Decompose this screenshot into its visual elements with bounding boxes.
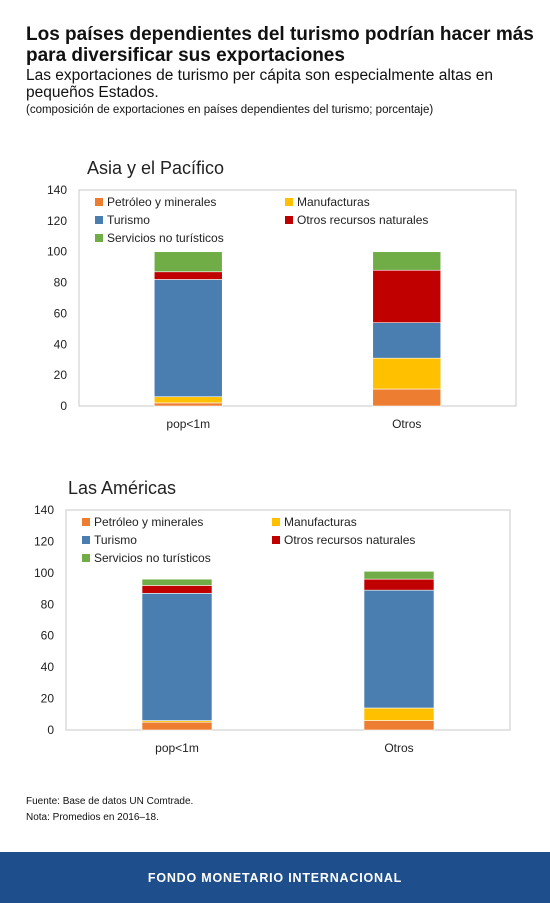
bar-segment xyxy=(363,578,435,591)
y-tick-label: 0 xyxy=(47,723,54,737)
legend-label: Turismo xyxy=(94,533,137,547)
y-tick-label: 100 xyxy=(34,566,54,580)
y-tick-label: 40 xyxy=(41,660,55,674)
y-tick-label: 100 xyxy=(47,245,67,259)
bar-segment xyxy=(372,322,442,359)
x-tick-label: Otros xyxy=(384,741,413,755)
header: Los países dependientes del turismo podr… xyxy=(26,24,536,117)
bar-segment xyxy=(141,592,213,721)
legend-swatch xyxy=(95,234,103,242)
source-note: Fuente: Base de datos UN Comtrade. xyxy=(26,796,194,807)
page-title: Los países dependientes del turismo podr… xyxy=(26,24,534,66)
legend-label: Manufacturas xyxy=(284,515,357,529)
legend-label: Turismo xyxy=(107,213,150,227)
bar-segment xyxy=(153,251,223,273)
y-tick-label: 120 xyxy=(34,534,54,548)
bar-segment xyxy=(153,279,223,398)
x-tick-label: pop<1m xyxy=(166,417,210,431)
y-tick-label: 40 xyxy=(54,337,68,351)
bar-segment xyxy=(363,720,435,731)
page-subtitle: Las exportaciones de turismo per cápita … xyxy=(26,67,493,101)
legend-label: Manufacturas xyxy=(297,195,370,209)
legend-swatch xyxy=(285,216,293,224)
bar-segment xyxy=(372,251,442,271)
chart-title: Asia y el Pacífico xyxy=(87,158,224,178)
bar-segment xyxy=(141,721,213,731)
x-tick-label: Otros xyxy=(392,417,421,431)
legend-swatch xyxy=(82,554,90,562)
bar-segment xyxy=(363,707,435,721)
legend-swatch xyxy=(95,216,103,224)
chart-title: Las Américas xyxy=(68,478,176,498)
bar-segment xyxy=(372,357,442,390)
bar-segment xyxy=(372,269,442,323)
footer-notes: Fuente: Base de datos UN Comtrade. Nota:… xyxy=(26,794,193,826)
bar-segment xyxy=(153,396,223,404)
y-tick-label: 60 xyxy=(41,629,55,643)
y-tick-label: 80 xyxy=(41,597,55,611)
footer-band: FONDO MONETARIO INTERNACIONAL xyxy=(0,852,550,903)
chart-asia-pacific: Asia y el Pacífico 0 20 40 60 80 100 120 140 pop<… xyxy=(0,140,550,440)
legend-label: Servicios no turísticos xyxy=(107,231,224,245)
chart-americas-svg: Las Américas 0 20 40 60 80 100 120 140 pop<1m Otro… xyxy=(34,478,511,755)
bar-segment xyxy=(141,585,213,594)
bar-segment xyxy=(363,589,435,709)
y-tick-label: 140 xyxy=(34,503,54,517)
bar-segment xyxy=(153,271,223,280)
legend-swatch xyxy=(285,198,293,206)
legend-swatch xyxy=(95,198,103,206)
legend-swatch xyxy=(272,518,280,526)
bar-segment xyxy=(363,570,435,580)
bar-segment xyxy=(153,402,223,407)
chart-asia-pacific-svg: Asia y el Pacífico 0 20 40 60 80 100 120 140 pop<… xyxy=(47,158,517,431)
average-note: Nota: Promedios en 2016–18. xyxy=(26,812,159,823)
y-tick-label: 20 xyxy=(41,692,55,706)
organization-name: FONDO MONETARIO INTERNACIONAL xyxy=(147,870,403,885)
plot-area xyxy=(65,509,511,731)
legend-label: Otros recursos naturales xyxy=(297,213,428,227)
y-tick-label: 20 xyxy=(54,368,68,382)
y-tick-label: 120 xyxy=(47,214,67,228)
bar-segment xyxy=(372,388,442,407)
units-note: (composición de exportaciones en países … xyxy=(26,104,434,116)
y-tick-label: 0 xyxy=(60,399,67,413)
bar-segment xyxy=(141,578,213,586)
legend-swatch xyxy=(272,536,280,544)
plot-area xyxy=(78,189,517,407)
legend-label: Otros recursos naturales xyxy=(284,533,415,547)
y-tick-label: 80 xyxy=(54,276,68,290)
legend-swatch xyxy=(82,518,90,526)
legend-label: Petróleo y minerales xyxy=(94,515,203,529)
x-tick-label: pop<1m xyxy=(155,741,199,755)
chart-americas: Las Américas 0 20 40 60 80 100 120 140 pop<1m Otro… xyxy=(0,466,550,766)
legend-swatch xyxy=(82,536,90,544)
legend-label: Servicios no turísticos xyxy=(94,551,211,565)
legend-label: Petróleo y minerales xyxy=(107,195,216,209)
y-tick-label: 60 xyxy=(54,306,68,320)
y-tick-label: 140 xyxy=(47,183,67,197)
